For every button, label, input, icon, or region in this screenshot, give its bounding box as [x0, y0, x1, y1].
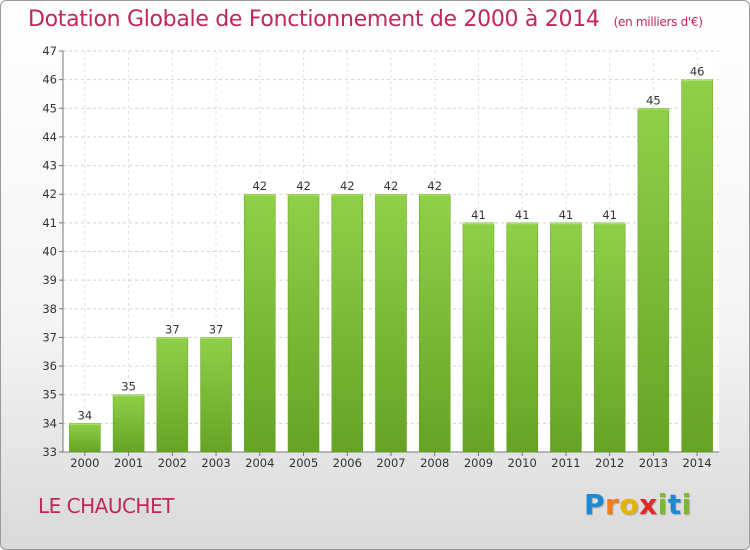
chart-title-text: Dotation Globale de Fonctionnement de 20… — [28, 7, 600, 32]
bar-value-label: 42 — [340, 179, 355, 193]
bar-2012 — [593, 222, 626, 453]
x-tick-label: 2009 — [464, 456, 493, 470]
logo-letter: i — [657, 488, 668, 521]
logo-letter: o — [619, 488, 640, 521]
y-tick-label: 35 — [42, 388, 57, 402]
bar-2009 — [462, 222, 495, 453]
bar-2013 — [637, 108, 670, 453]
bar-highlight — [69, 423, 101, 425]
y-tick-label: 37 — [42, 330, 57, 344]
bar-2000 — [69, 423, 101, 453]
bar-highlight — [419, 194, 451, 196]
bar-value-label: 35 — [121, 380, 136, 394]
bar-value-label: 41 — [602, 208, 617, 222]
bar-2007 — [375, 193, 407, 453]
x-tick-label: 2013 — [639, 456, 668, 470]
bar-highlight — [331, 194, 363, 196]
bar-value-label: 41 — [559, 208, 574, 222]
y-tick-label: 33 — [42, 445, 57, 459]
x-tick-label: 2002 — [158, 456, 187, 470]
bar-2010 — [506, 222, 538, 453]
bar-highlight — [594, 222, 626, 225]
logo-letter: P — [584, 488, 606, 521]
bar-2001 — [112, 394, 145, 453]
bar-value-label: 41 — [515, 208, 530, 222]
bar-highlight — [462, 222, 494, 225]
bar-highlight — [375, 194, 407, 196]
bar-highlight — [637, 108, 669, 110]
bar-2008 — [418, 193, 451, 453]
bar-value-label: 42 — [252, 179, 267, 193]
y-tick-label: 47 — [42, 44, 57, 58]
bar-2011 — [550, 222, 582, 453]
x-tick-label: 2005 — [289, 456, 318, 470]
y-tick-label: 39 — [42, 273, 57, 287]
bar-2006 — [331, 193, 364, 453]
bar-value-label: 42 — [296, 179, 311, 193]
x-tick-label: 2001 — [114, 456, 143, 470]
bar-2004 — [244, 193, 276, 453]
x-tick-label: 2011 — [551, 456, 580, 470]
x-tick-label: 2000 — [70, 456, 99, 470]
bar-value-label: 46 — [690, 65, 705, 79]
logo-letter: r — [605, 488, 620, 521]
y-tick-label: 43 — [42, 159, 57, 173]
bar-highlight — [200, 337, 232, 339]
logo-letter: t — [667, 488, 682, 521]
bar-2014 — [681, 79, 713, 453]
bar-highlight — [156, 337, 188, 339]
chart-subtitle: (en milliers d'€) — [613, 15, 703, 29]
bar-highlight — [113, 394, 145, 397]
y-tick-label: 40 — [42, 245, 57, 259]
bar-value-label: 42 — [427, 179, 442, 193]
proxiti-logo: Proxiti — [584, 488, 692, 521]
y-tick-label: 45 — [42, 101, 57, 115]
bar-2002 — [156, 337, 189, 453]
logo-letter: i — [681, 488, 692, 521]
chart-title: Dotation Globale de Fonctionnement de 20… — [28, 7, 703, 32]
bar-value-label: 37 — [165, 322, 180, 336]
bar-value-label: 37 — [209, 322, 224, 336]
bar-value-label: 41 — [471, 208, 486, 222]
bar-highlight — [288, 194, 320, 196]
y-tick-label: 46 — [42, 73, 57, 87]
bar-value-label: 34 — [78, 408, 93, 422]
y-tick-label: 34 — [42, 416, 57, 430]
x-tick-label: 2004 — [245, 456, 274, 470]
bar-highlight — [550, 222, 582, 225]
y-tick-label: 36 — [42, 359, 57, 373]
commune-name: LE CHAUCHET — [38, 494, 174, 518]
bar-value-label: 42 — [384, 179, 399, 193]
x-tick-label: 2010 — [508, 456, 537, 470]
x-tick-label: 2003 — [201, 456, 230, 470]
bar-value-label: 45 — [646, 93, 661, 107]
y-tick-label: 44 — [42, 130, 57, 144]
x-tick-label: 2014 — [682, 456, 711, 470]
y-tick-label: 42 — [42, 187, 57, 201]
bar-highlight — [681, 79, 713, 82]
bar-highlight — [244, 194, 276, 196]
bar-2005 — [287, 193, 320, 453]
x-tick-label: 2008 — [420, 456, 449, 470]
y-tick-label: 41 — [42, 216, 57, 230]
y-tick-label: 38 — [42, 302, 57, 316]
bar-2003 — [200, 337, 232, 453]
x-tick-label: 2006 — [333, 456, 362, 470]
logo-letter: x — [639, 488, 658, 521]
bar-highlight — [506, 222, 538, 225]
x-tick-label: 2012 — [595, 456, 624, 470]
x-tick-label: 2007 — [376, 456, 405, 470]
